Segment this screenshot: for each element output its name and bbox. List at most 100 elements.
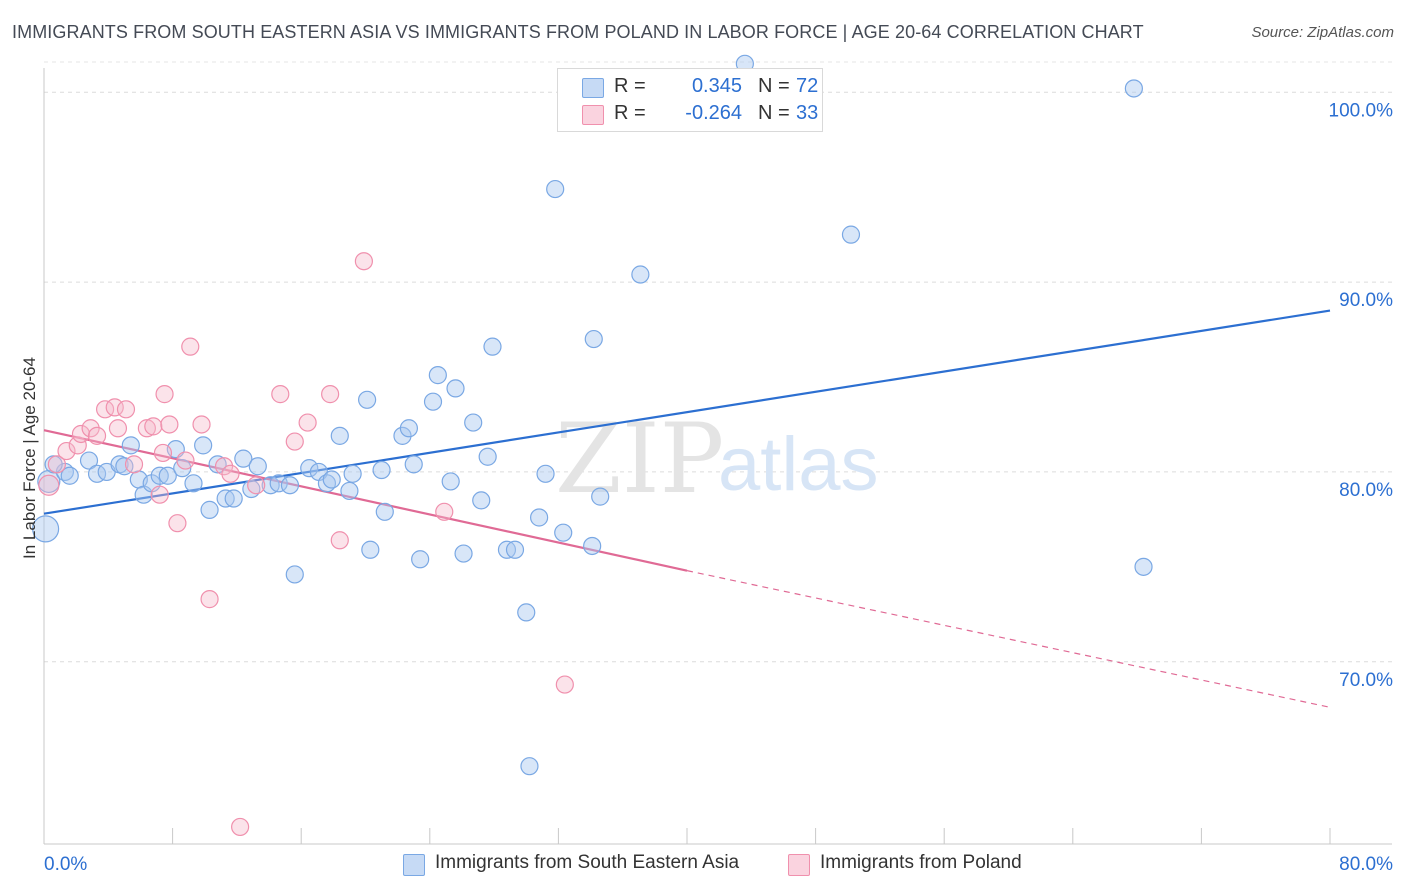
point-poland [160, 415, 179, 434]
r-label: R = [614, 102, 646, 124]
correlation-stats-box: R = 0.345 N = 72 R = -0.264 N = 33 [557, 68, 823, 132]
r-label: R = [614, 75, 646, 97]
point-south-eastern-asia [505, 540, 525, 559]
point-south-eastern-asia [60, 466, 79, 485]
legend-label-poland: Immigrants from Poland [820, 852, 1022, 873]
point-south-eastern-asia [546, 179, 565, 199]
n-value-sea: 72 [796, 75, 819, 97]
point-south-eastern-asia [446, 379, 465, 398]
trend-line-sea [43, 309, 1331, 515]
point-south-eastern-asia [280, 476, 300, 495]
point-south-eastern-asia [428, 366, 447, 385]
trend-extension-poland [686, 570, 1331, 708]
point-poland [168, 514, 187, 533]
y-tick-label: 80.0% [1339, 480, 1393, 501]
legend-swatch-poland [788, 854, 810, 876]
point-south-eastern-asia [79, 451, 99, 470]
point-south-eastern-asia [472, 491, 491, 510]
point-poland [144, 417, 163, 436]
point-south-eastern-asia [591, 487, 610, 506]
point-south-eastern-asia [530, 508, 549, 527]
point-south-eastern-asia [184, 474, 203, 493]
point-south-eastern-asia [361, 540, 380, 559]
point-south-eastern-asia [285, 565, 304, 584]
point-poland [231, 817, 250, 837]
point-poland [153, 443, 173, 463]
y-tick-label: 100.0% [1329, 100, 1394, 121]
point-poland [57, 441, 76, 461]
point-south-eastern-asia [554, 523, 573, 542]
legend-swatch-sea [403, 854, 425, 876]
point-poland [435, 502, 454, 521]
point-south-eastern-asia [399, 419, 419, 438]
point-south-eastern-asia [234, 449, 253, 468]
point-south-eastern-asia [32, 515, 60, 543]
point-poland [68, 436, 87, 455]
point-poland [71, 424, 91, 444]
point-south-eastern-asia [441, 472, 460, 491]
point-south-eastern-asia [37, 469, 61, 494]
y-axis-label: In Labor Force | Age 20-64 [20, 357, 39, 559]
point-south-eastern-asia [423, 392, 443, 411]
point-south-eastern-asia [583, 536, 602, 556]
watermark-atlas: atlas [718, 422, 879, 507]
point-south-eastern-asia [121, 436, 140, 455]
point-south-eastern-asia [478, 447, 497, 466]
point-south-eastern-asia [372, 460, 391, 480]
point-south-eastern-asia [300, 459, 319, 478]
n-value-poland: 33 [796, 102, 819, 124]
point-poland [285, 432, 304, 451]
grid-lines [44, 61, 1392, 663]
point-south-eastern-asia [584, 329, 603, 349]
point-poland [47, 455, 66, 474]
trend-line-poland [43, 429, 688, 572]
point-south-eastern-asia [224, 489, 243, 508]
chart-title: IMMIGRANTS FROM SOUTH EASTERN ASIA VS IM… [12, 22, 1144, 42]
point-poland [192, 415, 211, 434]
point-south-eastern-asia [269, 474, 288, 493]
point-poland [105, 398, 124, 417]
point-south-eastern-asia [1124, 79, 1143, 98]
point-poland [108, 419, 128, 438]
point-poland [155, 385, 174, 404]
point-south-eastern-asia [483, 337, 502, 356]
y-tick-labels: 70.0% 80.0% 90.0% 100.0% [1329, 100, 1394, 690]
point-poland [116, 400, 136, 419]
x-tick-label: 0.0% [44, 854, 87, 875]
point-poland [555, 675, 574, 694]
point-south-eastern-asia [340, 481, 359, 501]
point-south-eastern-asia [330, 426, 349, 445]
point-poland [321, 385, 340, 404]
point-south-eastern-asia [393, 426, 412, 445]
point-poland [181, 337, 200, 356]
point-poland [124, 455, 144, 474]
point-south-eastern-asia [520, 757, 539, 776]
axes [43, 68, 1392, 845]
point-south-eastern-asia [1134, 557, 1153, 576]
point-south-eastern-asia [200, 500, 219, 519]
n-label: N = [758, 102, 790, 124]
point-poland [137, 419, 156, 438]
point-poland [81, 419, 100, 438]
point-south-eastern-asia [322, 470, 341, 489]
point-south-eastern-asia [404, 455, 423, 474]
point-south-eastern-asia [631, 265, 650, 284]
point-poland [38, 474, 60, 496]
point-poland [214, 457, 234, 476]
point-poland [176, 451, 195, 470]
point-south-eastern-asia [358, 390, 377, 409]
point-poland [150, 485, 169, 504]
point-poland [330, 531, 349, 550]
n-label: N = [758, 75, 790, 97]
point-poland [298, 413, 317, 432]
point-south-eastern-asia [158, 466, 177, 485]
y-tick-label: 90.0% [1339, 290, 1393, 311]
point-south-eastern-asia [411, 550, 430, 569]
data-points [32, 54, 1153, 837]
trend-lines [43, 309, 1331, 708]
point-poland [354, 252, 373, 271]
r-value-poland: -0.264 [685, 102, 742, 124]
r-value-sea: 0.345 [691, 75, 742, 97]
watermark-zip: ZIP [555, 403, 724, 515]
